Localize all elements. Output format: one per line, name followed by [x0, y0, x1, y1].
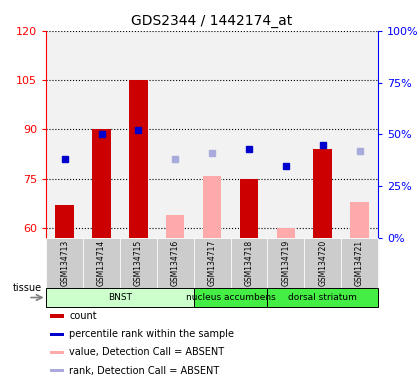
- Bar: [46, 238, 83, 288]
- Bar: [304, 238, 341, 288]
- Bar: [194, 238, 231, 288]
- Text: GSM134718: GSM134718: [244, 240, 253, 286]
- Text: nucleus accumbens: nucleus accumbens: [186, 293, 276, 302]
- Bar: [120, 238, 157, 288]
- Bar: [240, 179, 258, 238]
- Bar: [46, 31, 83, 238]
- Text: GSM134720: GSM134720: [318, 240, 327, 286]
- Bar: [231, 31, 268, 238]
- Bar: [50, 351, 64, 354]
- Text: GSM134715: GSM134715: [134, 240, 143, 286]
- Text: GSM134716: GSM134716: [171, 240, 180, 286]
- Bar: [166, 215, 184, 238]
- Bar: [50, 314, 64, 318]
- Text: percentile rank within the sample: percentile rank within the sample: [69, 329, 234, 339]
- Bar: [83, 31, 120, 238]
- Bar: [92, 129, 111, 238]
- Bar: [268, 238, 304, 288]
- Bar: [194, 288, 268, 307]
- Text: GSM134717: GSM134717: [207, 240, 217, 286]
- Bar: [157, 31, 194, 238]
- Bar: [83, 238, 120, 288]
- Bar: [341, 238, 378, 288]
- Bar: [277, 228, 295, 238]
- Title: GDS2344 / 1442174_at: GDS2344 / 1442174_at: [131, 14, 293, 28]
- Bar: [341, 31, 378, 238]
- Bar: [129, 80, 147, 238]
- Bar: [157, 238, 194, 288]
- Bar: [194, 31, 231, 238]
- Bar: [268, 288, 378, 307]
- Bar: [313, 149, 332, 238]
- Bar: [304, 31, 341, 238]
- Text: GSM134713: GSM134713: [60, 240, 69, 286]
- Bar: [268, 31, 304, 238]
- Bar: [120, 31, 157, 238]
- Text: dorsal striatum: dorsal striatum: [288, 293, 357, 302]
- Text: GSM134721: GSM134721: [355, 240, 364, 286]
- Bar: [46, 288, 194, 307]
- Text: GSM134719: GSM134719: [281, 240, 290, 286]
- Bar: [231, 238, 268, 288]
- Text: GSM134714: GSM134714: [97, 240, 106, 286]
- Text: tissue: tissue: [13, 283, 42, 293]
- Bar: [55, 205, 74, 238]
- Bar: [50, 333, 64, 336]
- Bar: [350, 202, 369, 238]
- Bar: [50, 369, 64, 372]
- Bar: [203, 175, 221, 238]
- Text: rank, Detection Call = ABSENT: rank, Detection Call = ABSENT: [69, 366, 220, 376]
- Text: value, Detection Call = ABSENT: value, Detection Call = ABSENT: [69, 348, 225, 358]
- Text: count: count: [69, 311, 97, 321]
- Text: BNST: BNST: [108, 293, 132, 302]
